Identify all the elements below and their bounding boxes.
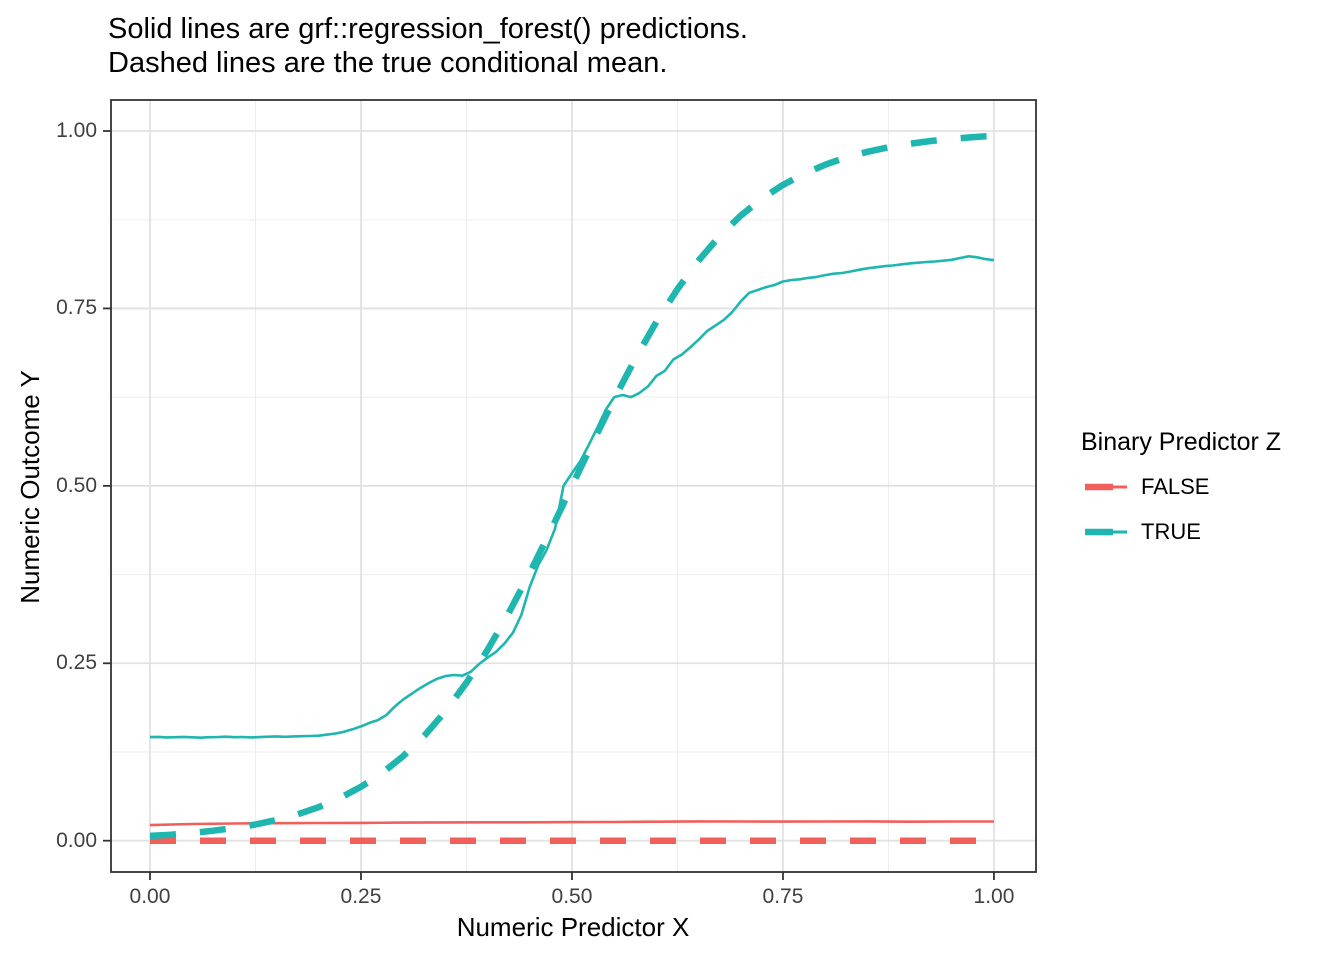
y-tick-label-0.75: 0.75 (56, 296, 97, 320)
legend-label-true: TRUE (1141, 519, 1201, 544)
plot-title-line-1: Solid lines are grf::regression_forest()… (108, 13, 748, 45)
x-tick-label-0.25: 0.25 (340, 885, 382, 908)
y-tick-label-0.25: 0.25 (56, 651, 97, 675)
x-tick-label-1.00: 1.00 (973, 885, 1015, 908)
y-tick-label-0.00: 0.00 (56, 828, 97, 852)
x-tick-label-0.00: 0.00 (129, 885, 171, 908)
x-axis-title: Numeric Predictor X (456, 912, 690, 942)
legend-key-true-icon (1085, 528, 1127, 536)
legend: Binary Predictor Z FALSE TRUE (1081, 428, 1282, 544)
y-tick-label-0.50: 0.50 (56, 473, 97, 497)
plot-title: Solid lines are grf::regression_forest()… (108, 12, 748, 80)
x-tick-label-0.75: 0.75 (762, 885, 804, 908)
series-true-solid (149, 254, 995, 740)
plot-title-line-2: Dashed lines are the true conditional me… (108, 47, 668, 79)
legend-key-false-icon (1085, 483, 1127, 491)
y-axis-title: Numeric Outcome Y (15, 370, 45, 604)
series-false-solid (149, 820, 994, 827)
legend-title: Binary Predictor Z (1081, 428, 1282, 456)
y-tick-label-1.00: 1.00 (56, 119, 97, 142)
x-tick-label-0.50: 0.50 (551, 885, 593, 908)
legend-label-false: FALSE (1141, 474, 1210, 499)
